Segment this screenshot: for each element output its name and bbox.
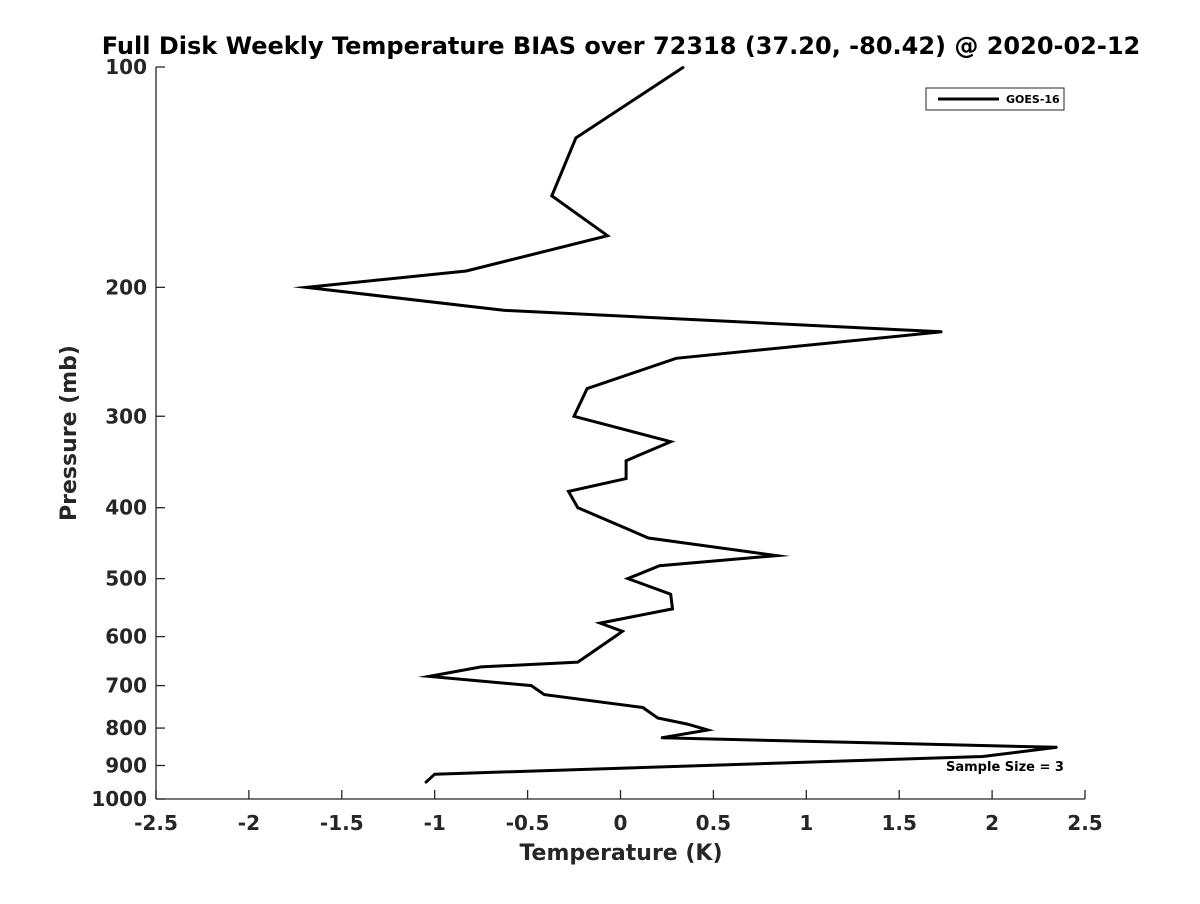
data-point (502, 309, 505, 312)
data-point (647, 537, 650, 539)
x-axis-ticks: -2.5 -2 -1.5 -1 -0.5 0 0.5 1 1.5 2 2.5 (134, 790, 1103, 835)
data-point (433, 773, 436, 775)
data-point (625, 459, 627, 462)
data-point (606, 234, 609, 237)
data-point (707, 729, 709, 731)
data-point (567, 490, 570, 493)
data-point (627, 577, 629, 580)
data-point (599, 622, 601, 624)
data-point (682, 66, 685, 68)
data-point (625, 477, 627, 480)
y-tick-label: 100 (105, 55, 147, 79)
y-tick-label: 300 (105, 404, 147, 428)
data-point (428, 675, 430, 678)
y-tick-label: 600 (105, 625, 147, 649)
data-point (480, 666, 482, 668)
sample-size-annotation: Sample Size = 3 (946, 760, 1064, 775)
data-point (671, 608, 674, 610)
plot-area (156, 67, 1085, 799)
data-point (577, 661, 579, 663)
data-point (543, 693, 546, 696)
x-tick-label: -1 (424, 811, 446, 835)
x-tick-label: 2.5 (1067, 811, 1102, 835)
data-point (586, 387, 588, 390)
y-tick-label: 900 (105, 754, 147, 778)
y-axis-label: Pressure (mb) (57, 345, 82, 521)
data-point (424, 781, 427, 784)
legend-label-goes-16: GOES-16 (1006, 93, 1060, 106)
x-tick-label: -1.5 (320, 811, 364, 835)
legend: GOES-16 (925, 87, 1065, 111)
data-point (614, 635, 616, 638)
x-tick-label: 0.5 (696, 811, 731, 835)
x-tick-label: -2.5 (134, 811, 178, 835)
y-tick-label: 700 (105, 674, 147, 698)
data-point (675, 357, 677, 360)
data-point (642, 706, 644, 709)
series-layer (292, 65, 1058, 784)
data-point (660, 737, 663, 739)
data-point (669, 440, 672, 443)
data-point (573, 415, 575, 418)
y-axis-ticks: 100 200 300 400 500 600 700 800 900 1000 (91, 55, 165, 811)
y-tick-label: 200 (105, 275, 147, 299)
data-point (305, 286, 308, 289)
data-point (621, 630, 624, 633)
x-tick-label: -0.5 (506, 811, 550, 835)
x-tick-label: 2 (985, 811, 999, 835)
data-point (530, 684, 533, 687)
data-point (656, 717, 659, 719)
data-point (1056, 746, 1058, 749)
data-point (551, 195, 553, 197)
chart-title: Full Disk Weekly Temperature BIAS over 7… (102, 32, 1141, 60)
data-point (686, 723, 689, 725)
x-tick-label: 1 (799, 811, 813, 835)
data-point (941, 331, 943, 333)
x-axis-label: Temperature (K) (519, 841, 722, 866)
x-tick-label: 1.5 (881, 811, 916, 835)
data-point (577, 506, 579, 509)
data-point (658, 564, 661, 567)
data-point (982, 755, 984, 758)
data-point (575, 137, 577, 139)
y-tick-label: 800 (105, 716, 147, 740)
y-tick-label: 500 (105, 567, 147, 591)
data-point (669, 593, 672, 595)
y-tick-label: 1000 (91, 787, 147, 811)
y-tick-label: 400 (105, 496, 147, 520)
x-tick-label: 0 (614, 811, 628, 835)
data-point (775, 554, 778, 557)
x-tick-label: -2 (238, 811, 260, 835)
data-point (465, 270, 468, 272)
